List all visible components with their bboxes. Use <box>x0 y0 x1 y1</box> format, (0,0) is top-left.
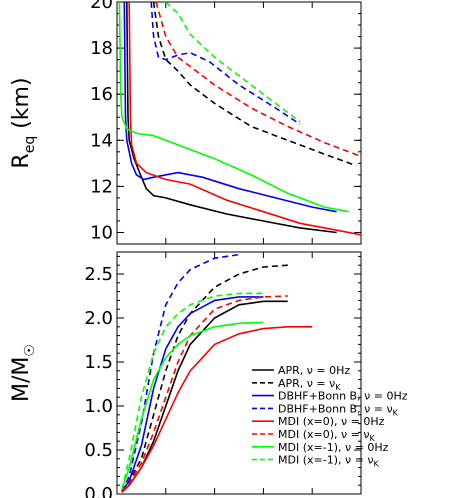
plot-frame <box>116 1 362 245</box>
y-tick-label: 2.0 <box>84 308 113 329</box>
y-tick-label: 14 <box>90 130 113 151</box>
series-line-apr_k <box>152 2 357 167</box>
legend-label-mdim1_0: MDI (x=-1), ν = 0Hz <box>278 441 389 454</box>
series-line-dbhf_0 <box>123 2 337 213</box>
y-tick-label: 18 <box>90 38 113 59</box>
y-tick-label: 20 <box>90 0 113 13</box>
y-tick-label: 2.5 <box>84 264 113 285</box>
y-tick-label: 0.0 <box>84 484 113 498</box>
series-line-mdi0_0 <box>121 326 313 493</box>
series-line-mdi0_0 <box>128 2 361 236</box>
y-tick-label: 1.5 <box>84 352 113 373</box>
legend-label-mdim1_k: MDI (x=-1), ν = νK <box>278 454 379 469</box>
y-tick-label: 12 <box>90 176 113 197</box>
y-tick-label: 10 <box>90 222 113 243</box>
series-line-apr_0 <box>126 2 337 234</box>
series-line-mdim1_k <box>165 2 301 123</box>
series-line-mdim1_0 <box>118 2 349 213</box>
curves <box>118 2 361 236</box>
legend-label-apr_k: APR, ν = νK <box>278 377 341 392</box>
series-line-apr_k <box>121 264 288 493</box>
y-tick-label: 1.0 <box>84 396 113 417</box>
y-tick-label: 16 <box>90 84 113 105</box>
curves <box>121 253 313 493</box>
y-axis-label: Req (km) <box>9 77 38 168</box>
radius-panel: 10 12 14 16 18 20 Req (km) <box>9 0 362 245</box>
legend-label-mdi0_0: MDI (x=0), ν = 0Hz <box>278 415 385 428</box>
y-tick-label: 0.5 <box>84 440 113 461</box>
series-line-mdim1_0 <box>121 321 264 490</box>
legend-label-mdi0_k: MDI (x=0), ν = νK <box>278 428 376 443</box>
series-line-dbhf_0 <box>121 296 264 492</box>
plot-frame <box>116 251 362 495</box>
series-line-mdi0_k <box>121 295 288 493</box>
series-line-mdim1_k <box>121 292 264 490</box>
series-line-mdi0_k <box>155 2 361 158</box>
y-axis-label: M/M☉ <box>9 344 38 402</box>
legend-label-apr_0: APR, ν = 0Hz <box>278 364 350 377</box>
legend-label-dbhf_0: DBHF+Bonn B, ν = 0Hz <box>278 390 408 403</box>
legend-label-dbhf_k: DBHF+Bonn B, ν = νK <box>278 402 399 417</box>
series-line-dbhf_k <box>150 2 301 125</box>
series-line-dbhf_k <box>121 253 240 492</box>
